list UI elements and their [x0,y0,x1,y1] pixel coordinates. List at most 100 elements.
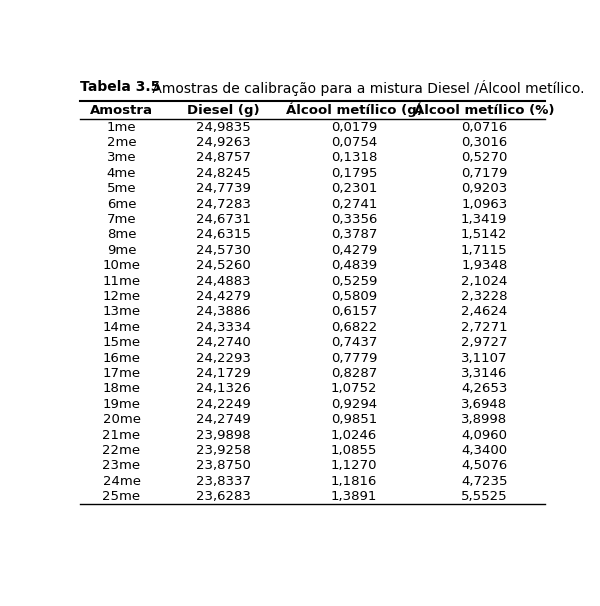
Text: 24me: 24me [103,474,140,488]
Text: 24,2749: 24,2749 [196,413,251,426]
Text: 2,7271: 2,7271 [461,321,508,334]
Text: 12me: 12me [103,290,140,303]
Text: 22me: 22me [103,444,140,457]
Text: 3,1107: 3,1107 [461,351,508,365]
Text: 24,2249: 24,2249 [196,398,251,411]
Text: 0,0754: 0,0754 [331,136,377,149]
Text: 24,8757: 24,8757 [196,152,251,164]
Text: 5me: 5me [107,182,136,195]
Text: 7me: 7me [107,213,136,226]
Text: 4,5076: 4,5076 [461,459,508,472]
Text: 19me: 19me [103,398,140,411]
Text: 2,4624: 2,4624 [461,305,508,318]
Text: 24,7283: 24,7283 [196,198,251,210]
Text: 3,3146: 3,3146 [461,367,508,380]
Text: 1,0246: 1,0246 [331,428,377,442]
Text: 25me: 25me [103,490,140,503]
Text: 2me: 2me [107,136,136,149]
Text: 2,9727: 2,9727 [461,336,508,349]
Text: 0,7179: 0,7179 [461,167,508,180]
Text: 3me: 3me [107,152,136,164]
Text: Tabela 3.5: Tabela 3.5 [80,80,160,94]
Text: 24,4883: 24,4883 [196,275,251,288]
Text: 0,9203: 0,9203 [461,182,508,195]
Text: 9me: 9me [107,244,136,257]
Text: Diesel (g): Diesel (g) [187,104,260,116]
Text: 1,3891: 1,3891 [331,490,377,503]
Text: 16me: 16me [103,351,140,365]
Text: 0,7779: 0,7779 [331,351,377,365]
Text: 2,1024: 2,1024 [461,275,508,288]
Text: 4,0960: 4,0960 [461,428,507,442]
Text: 24,5260: 24,5260 [196,259,251,272]
Text: 1,5142: 1,5142 [461,228,508,241]
Text: 1,0752: 1,0752 [331,382,377,395]
Text: 0,1318: 0,1318 [331,152,377,164]
Text: 8me: 8me [107,228,136,241]
Text: 0,1795: 0,1795 [331,167,377,180]
Text: 21me: 21me [103,428,140,442]
Text: 0,8287: 0,8287 [331,367,377,380]
Text: 0,6157: 0,6157 [331,305,377,318]
Text: 0,3016: 0,3016 [461,136,508,149]
Text: 24,6731: 24,6731 [196,213,251,226]
Text: Amostras de calibração para a mistura Diesel /Álcool metílico.: Amostras de calibração para a mistura Di… [148,80,585,96]
Text: 0,2741: 0,2741 [331,198,377,210]
Text: 18me: 18me [103,382,140,395]
Text: 23,8750: 23,8750 [196,459,251,472]
Text: 24,7739: 24,7739 [196,182,251,195]
Text: 23me: 23me [103,459,140,472]
Text: 4me: 4me [107,167,136,180]
Text: 4,3400: 4,3400 [461,444,507,457]
Text: 0,4279: 0,4279 [331,244,377,257]
Text: 24,2740: 24,2740 [196,336,251,349]
Text: 0,4839: 0,4839 [331,259,377,272]
Text: 13me: 13me [103,305,140,318]
Text: 0,3787: 0,3787 [331,228,377,241]
Text: 24,9263: 24,9263 [196,136,251,149]
Text: 0,5809: 0,5809 [331,290,377,303]
Text: 23,6283: 23,6283 [196,490,251,503]
Text: 1me: 1me [107,121,136,133]
Text: 5,5525: 5,5525 [461,490,508,503]
Text: 23,9258: 23,9258 [196,444,251,457]
Text: 1,7115: 1,7115 [461,244,508,257]
Text: 0,9294: 0,9294 [331,398,377,411]
Text: 24,2293: 24,2293 [196,351,251,365]
Text: 1,0855: 1,0855 [331,444,377,457]
Text: 24,5730: 24,5730 [196,244,251,257]
Text: 0,0716: 0,0716 [461,121,508,133]
Text: 24,1326: 24,1326 [196,382,251,395]
Text: 24,6315: 24,6315 [196,228,251,241]
Text: 0,7437: 0,7437 [331,336,377,349]
Text: 24,3334: 24,3334 [196,321,251,334]
Text: 1,1270: 1,1270 [331,459,377,472]
Text: 0,5270: 0,5270 [461,152,508,164]
Text: 4,2653: 4,2653 [461,382,508,395]
Text: 24,4279: 24,4279 [196,290,251,303]
Text: 0,9851: 0,9851 [331,413,377,426]
Text: Álcool metílico (g): Álcool metílico (g) [286,103,422,118]
Text: 20me: 20me [103,413,140,426]
Text: 14me: 14me [103,321,140,334]
Text: 3,6948: 3,6948 [461,398,507,411]
Text: 0,6822: 0,6822 [331,321,377,334]
Text: 23,8337: 23,8337 [196,474,251,488]
Text: 4,7235: 4,7235 [461,474,508,488]
Text: 0,3356: 0,3356 [331,213,377,226]
Text: 0,2301: 0,2301 [331,182,377,195]
Text: 2,3228: 2,3228 [461,290,508,303]
Text: 15me: 15me [103,336,140,349]
Text: 6me: 6me [107,198,136,210]
Text: 1,9348: 1,9348 [461,259,508,272]
Text: 0,0179: 0,0179 [331,121,377,133]
Text: 1,1816: 1,1816 [331,474,377,488]
Text: 1,0963: 1,0963 [461,198,508,210]
Text: Álcool metílico (%): Álcool metílico (%) [414,104,554,116]
Text: 24,8245: 24,8245 [196,167,251,180]
Text: Amostra: Amostra [90,104,153,116]
Text: 0,5259: 0,5259 [331,275,377,288]
Text: 23,9898: 23,9898 [196,428,251,442]
Text: 10me: 10me [103,259,140,272]
Text: 11me: 11me [103,275,140,288]
